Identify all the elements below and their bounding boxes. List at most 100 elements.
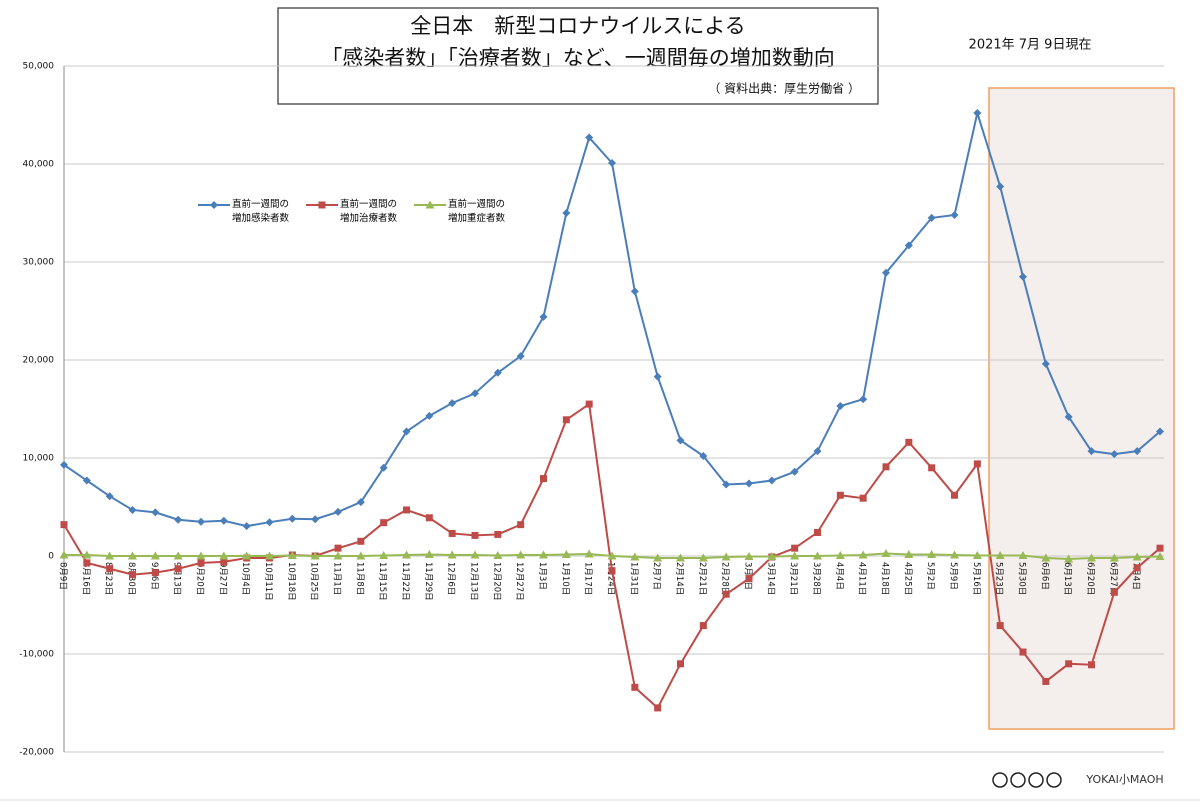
y-tick-label: 40,000 [23, 160, 55, 170]
marker [128, 505, 137, 514]
marker [265, 518, 274, 527]
x-tick-label: 2月28日 [720, 562, 730, 595]
x-tick-label: 5月23日 [994, 562, 1004, 595]
marker [859, 494, 867, 502]
legend-swatch [306, 201, 338, 209]
marker [585, 133, 594, 142]
marker [882, 268, 890, 277]
marker [676, 436, 685, 445]
y-tick-label: 30,000 [23, 258, 55, 268]
marker [722, 480, 731, 489]
x-tick-label: 1月10日 [560, 562, 570, 595]
x-tick-label: 6月13日 [1062, 562, 1072, 595]
marker [151, 508, 160, 517]
marker [950, 550, 959, 559]
x-tick-label: 9月20日 [195, 562, 205, 595]
marker [539, 550, 548, 559]
marker [1087, 553, 1096, 562]
marker [516, 352, 525, 361]
title-box [277, 7, 879, 105]
y-tick-label: 50,000 [23, 62, 55, 72]
marker [242, 551, 252, 560]
marker [882, 463, 890, 471]
marker [813, 551, 822, 560]
marker [219, 516, 228, 525]
x-tick-label: 11月1日 [332, 562, 342, 595]
marker [1041, 553, 1051, 562]
marker [562, 209, 571, 217]
marker [836, 491, 844, 499]
x-tick-label: 3月28日 [811, 562, 821, 595]
marker [1088, 661, 1095, 669]
y-tick-label: 0 [48, 552, 54, 562]
x-tick-label: 11月29日 [423, 562, 433, 601]
marker [60, 521, 68, 529]
x-tick-label: 1月17日 [583, 562, 593, 595]
marker [106, 565, 114, 573]
x-tick-label: 5月30日 [1017, 562, 1027, 595]
y-tick-label: -20,000 [19, 748, 54, 758]
x-tick-label: 8月23日 [103, 562, 113, 595]
footer-logo: YOKAI小MAOH [1085, 773, 1163, 786]
x-tick-label: 6月20日 [1085, 562, 1095, 595]
marker [676, 553, 685, 562]
marker [356, 551, 366, 560]
marker [1065, 660, 1073, 668]
marker [517, 521, 525, 529]
marker [357, 537, 365, 545]
marker [82, 476, 91, 485]
marker [905, 438, 913, 446]
marker [402, 427, 411, 436]
legend-swatch [198, 201, 230, 209]
x-tick-label: 7月4日 [1131, 562, 1141, 590]
x-tick-label: 4月18日 [880, 562, 890, 595]
legend-label: 直前一週間の増加治療者数 [340, 199, 398, 224]
marker [1018, 551, 1028, 560]
marker [699, 452, 708, 461]
marker [471, 531, 479, 539]
marker [380, 519, 388, 527]
marker [995, 551, 1005, 560]
marker [105, 492, 114, 501]
title: 全日本 新型コロナウイルスによる [410, 14, 745, 38]
marker [105, 551, 115, 560]
marker [197, 517, 205, 526]
marker [996, 622, 1004, 630]
marker [425, 514, 433, 522]
marker [1019, 272, 1027, 281]
marker [219, 551, 229, 560]
marker [402, 550, 411, 559]
marker [836, 402, 845, 411]
marker [950, 210, 959, 219]
marker [1110, 450, 1119, 459]
marker [287, 551, 297, 560]
marker [82, 550, 92, 559]
marker [630, 552, 640, 561]
marker [698, 553, 708, 562]
marker [1132, 552, 1142, 561]
marker [128, 551, 137, 560]
marker [562, 416, 570, 424]
marker [767, 476, 776, 485]
marker [196, 551, 206, 560]
marker [1109, 553, 1119, 562]
marker [448, 529, 456, 537]
x-tick-label: 11月8日 [354, 562, 364, 595]
marker [835, 551, 845, 560]
marker [858, 550, 868, 559]
marker [653, 372, 662, 381]
marker [654, 704, 662, 712]
marker [471, 389, 479, 398]
marker [1110, 588, 1118, 596]
x-tick-label: 10月4日 [240, 562, 250, 595]
marker [333, 551, 343, 560]
marker [1019, 648, 1027, 656]
x-tick-label: 4月4日 [834, 562, 844, 590]
marker [220, 558, 228, 566]
x-tick-label: 6月6日 [1039, 562, 1049, 590]
marker [242, 522, 251, 531]
x-tick-label: 1月3日 [537, 562, 547, 590]
marker [83, 559, 91, 567]
